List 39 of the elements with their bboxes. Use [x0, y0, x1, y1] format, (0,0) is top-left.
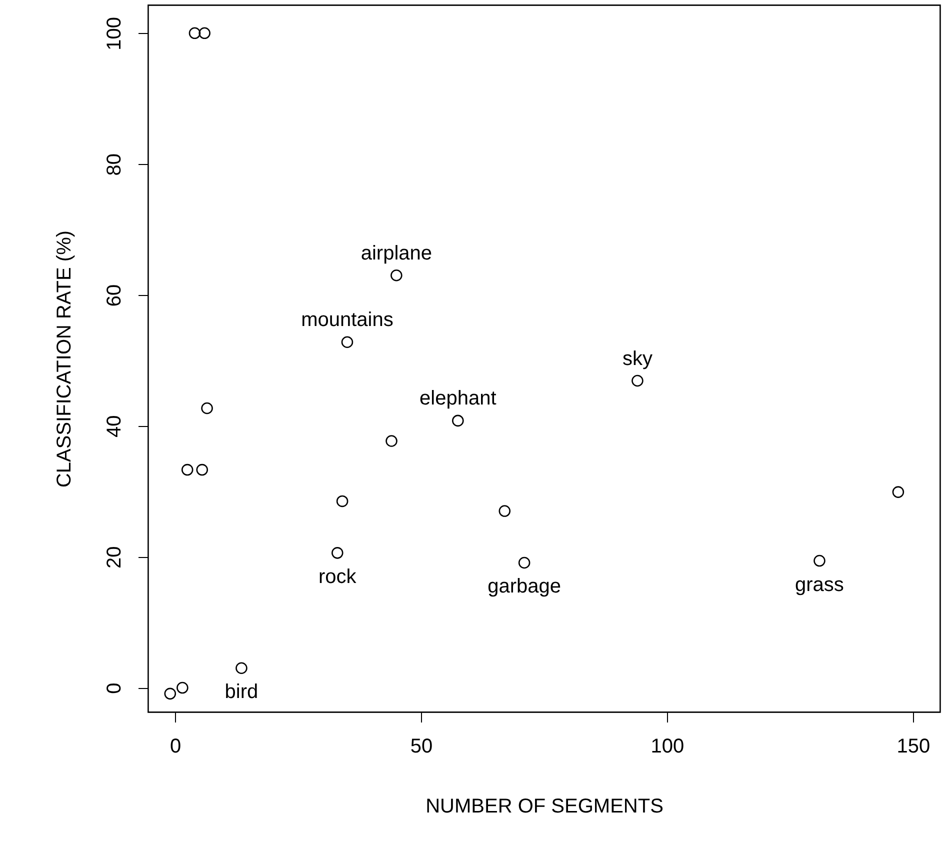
- point: [390, 269, 402, 282]
- point: [386, 435, 398, 447]
- annotation: rock: [318, 566, 358, 588]
- point: [498, 505, 511, 517]
- point: [236, 662, 248, 674]
- y-tick-label: 40: [104, 415, 126, 438]
- point: [331, 547, 344, 559]
- annotation: bird: [224, 681, 258, 704]
- annotation: elephant: [420, 388, 497, 410]
- point: [198, 27, 210, 40]
- x-tick-label: 0: [170, 736, 182, 758]
- x-axis-title: NUMBER OF SEGMENTS: [426, 796, 664, 818]
- point: [632, 374, 644, 387]
- point: [892, 486, 904, 498]
- point: [518, 556, 530, 569]
- y-tick-label: 100: [104, 16, 126, 50]
- point: [341, 336, 354, 348]
- point: [176, 682, 188, 694]
- point: [164, 688, 176, 700]
- point: [814, 554, 826, 567]
- annotation: airplane: [360, 242, 432, 264]
- y-axis-title: CLASSIFICATION RATE (%): [54, 230, 76, 488]
- annotation: grass: [795, 574, 844, 596]
- point: [196, 464, 208, 476]
- point: [188, 27, 201, 40]
- annotation: garbage: [488, 576, 562, 598]
- annotation: mountains: [301, 309, 394, 332]
- point: [336, 495, 348, 508]
- y-tick-label: 80: [104, 153, 126, 176]
- x-tick-label: 100: [650, 736, 684, 758]
- y-tick-label: 20: [104, 546, 126, 568]
- x-tick-label: 150: [896, 736, 930, 758]
- point: [452, 414, 464, 427]
- point: [181, 464, 194, 476]
- annotation: sky: [622, 348, 652, 370]
- y-tick-label: 0: [104, 682, 126, 694]
- x-tick-label: 50: [410, 736, 433, 758]
- y-tick-label: 60: [104, 284, 126, 307]
- point: [201, 402, 213, 414]
